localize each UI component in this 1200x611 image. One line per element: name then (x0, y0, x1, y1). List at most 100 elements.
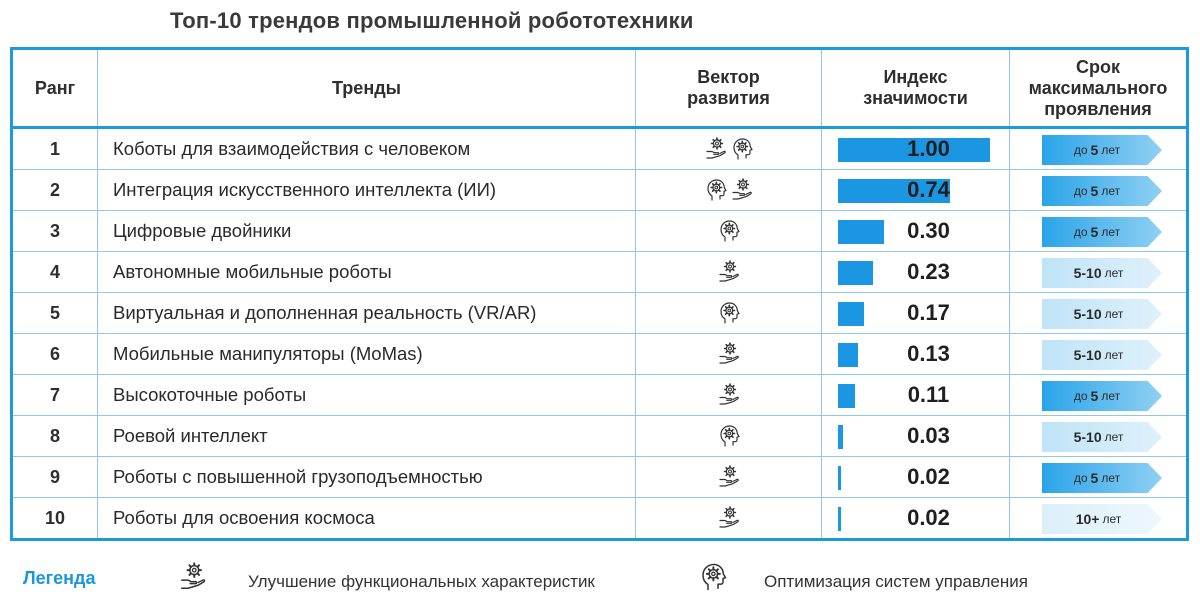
index-cell: 0.03 (821, 415, 1010, 457)
term-arrow: до 5 лет (1042, 135, 1162, 165)
index-value: 0.30 (907, 218, 950, 243)
term-suffix: лет (1101, 184, 1121, 198)
term-number: 5 (1090, 142, 1099, 158)
term-cell: 5-10 лет (1009, 292, 1189, 334)
index-cell: 0.02 (821, 497, 1010, 541)
trend-name: Цифровые двойники (97, 210, 636, 252)
header-index: Индекс значимости (821, 47, 1010, 129)
index-bar (838, 466, 841, 490)
term-cell: до 5 лет (1009, 127, 1189, 170)
term-arrow: 5-10 лет (1042, 258, 1162, 288)
rank-cell: 8 (10, 415, 98, 457)
trend-name: Роевой интеллект (97, 415, 636, 457)
index-cell: 1.00 (821, 127, 1010, 170)
term-number: 5-10 (1073, 347, 1102, 363)
term-arrow: до 5 лет (1042, 176, 1162, 206)
trend-name: Роботы для освоения космоса (97, 497, 636, 541)
term-cell: до 5 лет (1009, 374, 1189, 416)
index-value: 0.23 (907, 259, 950, 284)
vector-cell (635, 210, 822, 252)
index-value: 0.03 (907, 423, 950, 448)
term-cell: 5-10 лет (1009, 251, 1189, 293)
trend-name: Мобильные манипуляторы (MoMas) (97, 333, 636, 375)
index-cell: 0.23 (821, 251, 1010, 293)
term-number: 5-10 (1073, 265, 1102, 281)
index-bar (838, 302, 864, 326)
term-cell: до 5 лет (1009, 169, 1189, 211)
head-gear-icon (730, 137, 754, 161)
term-arrow: 5-10 лет (1042, 340, 1162, 370)
head-gear-icon (717, 424, 741, 448)
index-bar (838, 220, 884, 244)
rank-cell: 10 (10, 497, 98, 541)
rank-cell: 6 (10, 333, 98, 375)
index-cell: 0.30 (821, 210, 1010, 252)
trend-name: Коботы для взаимодействия с человеком (97, 127, 636, 170)
term-cell: 10+ лет (1009, 497, 1189, 541)
table-row: 8 Роевой интеллект 0.03 5-10 лет (10, 415, 1189, 457)
term-suffix: лет (1101, 143, 1121, 157)
hand-gear-icon (717, 506, 741, 530)
table-row: 7 Высокоточные роботы 0.11 до 5 лет (10, 374, 1189, 416)
header-vector: Вектор развития (635, 47, 822, 129)
index-value: 1.00 (907, 136, 950, 161)
legend-item-functional: Улучшение функциональных характеристик (248, 572, 595, 591)
hand-gear-icon (717, 342, 741, 366)
term-suffix: лет (1101, 225, 1121, 239)
index-bar (838, 179, 950, 203)
term-number: 5 (1090, 224, 1099, 240)
hand-gear-icon (178, 562, 208, 592)
term-suffix: лет (1104, 348, 1124, 362)
trend-name: Виртуальная и дополненная реальность (VR… (97, 292, 636, 334)
trend-name: Высокоточные роботы (97, 374, 636, 416)
index-bar (838, 384, 855, 408)
term-prefix: до (1073, 389, 1088, 403)
hand-gear-icon (717, 260, 741, 284)
term-prefix: до (1073, 143, 1088, 157)
vector-cell (635, 456, 822, 498)
term-suffix: лет (1101, 471, 1121, 485)
table-row: 1 Коботы для взаимодействия с человеком 1.… (10, 127, 1189, 170)
rank-cell: 5 (10, 292, 98, 334)
index-cell: 0.13 (821, 333, 1010, 375)
term-suffix: лет (1104, 266, 1124, 280)
term-prefix: до (1073, 471, 1088, 485)
table-row: 2 Интеграция искусственного интеллекта (И… (10, 169, 1189, 211)
rank-cell: 1 (10, 127, 98, 170)
table-row: 10 Роботы для освоения космоса 0.02 10+ лет (10, 497, 1189, 541)
term-arrow: до 5 лет (1042, 217, 1162, 247)
index-value: 0.02 (907, 505, 950, 530)
trend-name: Автономные мобильные роботы (97, 251, 636, 293)
rank-cell: 4 (10, 251, 98, 293)
hand-gear-icon (730, 178, 754, 202)
term-number: 10+ (1075, 511, 1100, 527)
term-number: 5-10 (1073, 306, 1102, 322)
hand-gear-icon (704, 137, 728, 161)
index-bar (838, 138, 990, 162)
term-number: 5 (1090, 388, 1099, 404)
index-value: 0.13 (907, 341, 950, 366)
term-arrow: 10+ лет (1042, 504, 1162, 534)
vector-cell (635, 497, 822, 541)
term-suffix: лет (1104, 430, 1124, 444)
hand-gear-icon (717, 383, 741, 407)
vector-cell (635, 251, 822, 293)
term-arrow: до 5 лет (1042, 463, 1162, 493)
index-cell: 0.17 (821, 292, 1010, 334)
vector-cell (635, 292, 822, 334)
head-gear-icon (698, 562, 728, 592)
table-row: 3 Цифровые двойники 0.30 до 5 лет (10, 210, 1189, 252)
term-suffix: лет (1104, 307, 1124, 321)
index-cell: 0.74 (821, 169, 1010, 211)
trends-table: Ранг Тренды Вектор развития Индекс значимо… (10, 47, 1189, 541)
rank-cell: 7 (10, 374, 98, 416)
header-trend: Тренды (97, 47, 636, 129)
term-cell: до 5 лет (1009, 456, 1189, 498)
vector-cell (635, 169, 822, 211)
index-value: 0.11 (907, 382, 950, 407)
table-row: 5 Виртуальная и дополненная реальность (V… (10, 292, 1189, 334)
table-body: 1 Коботы для взаимодействия с человеком 1.… (10, 127, 1189, 541)
vector-cell (635, 333, 822, 375)
rank-cell: 3 (10, 210, 98, 252)
term-arrow: 5-10 лет (1042, 422, 1162, 452)
